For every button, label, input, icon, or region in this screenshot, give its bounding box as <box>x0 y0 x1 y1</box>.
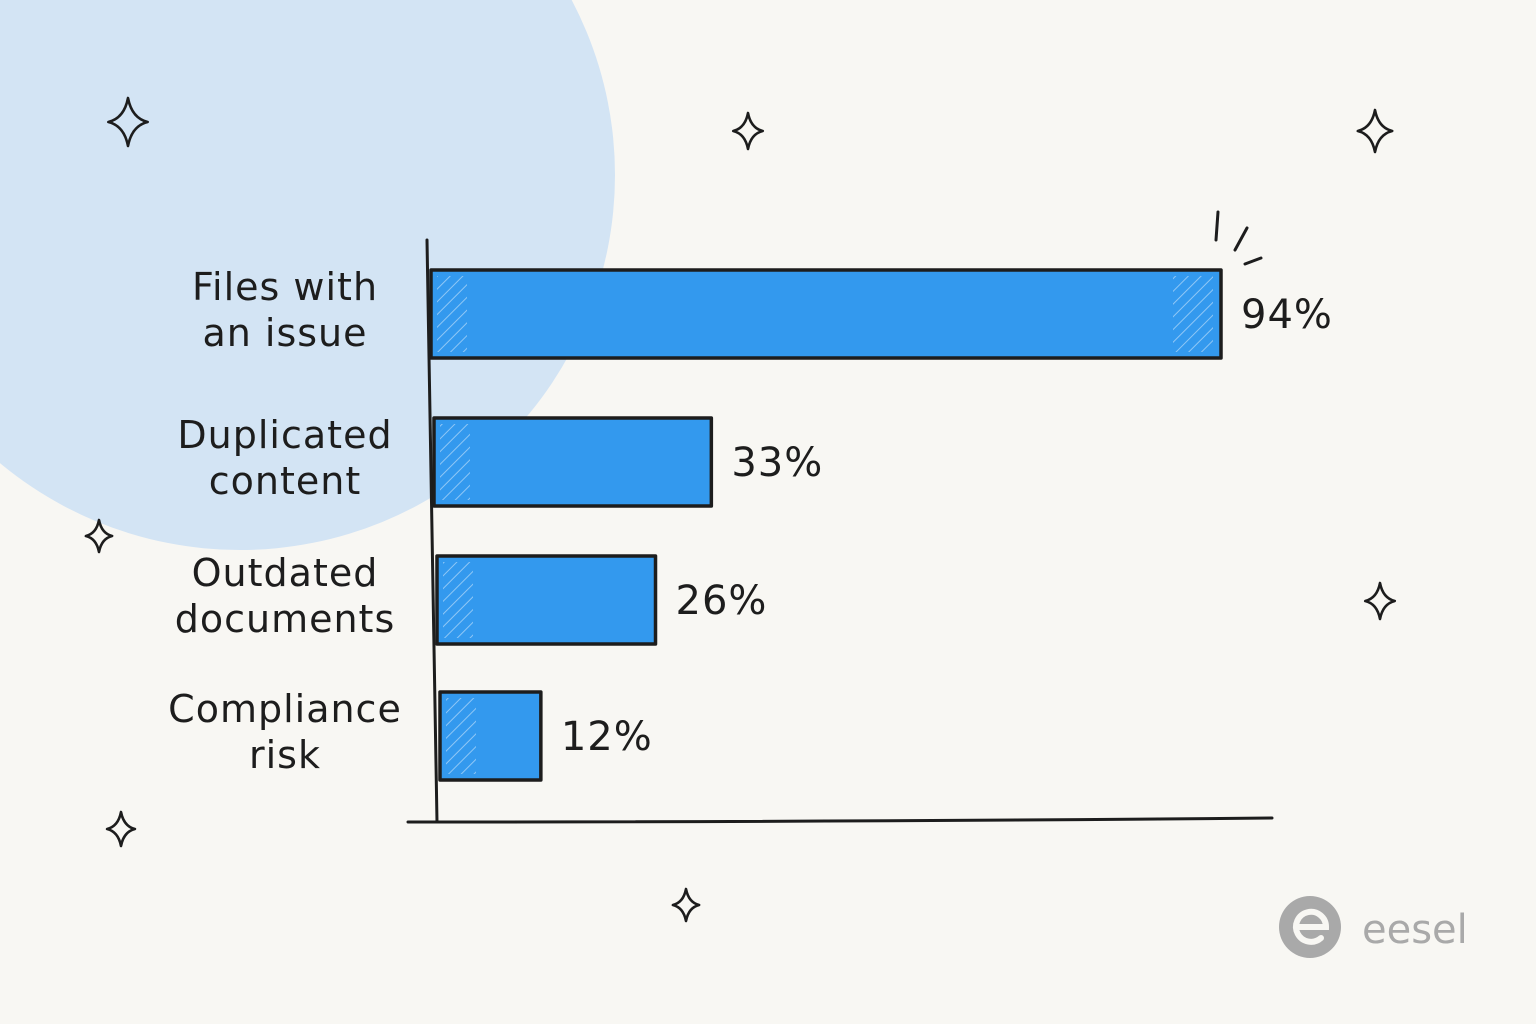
four-point-star-icon <box>1356 108 1394 154</box>
y-axis-line <box>425 238 439 824</box>
four-point-star-icon <box>1363 581 1397 621</box>
value-label-3: 12% <box>561 714 653 760</box>
bars-group <box>429 268 1223 782</box>
bar-highlight-3 <box>446 698 476 774</box>
value-label-2: 26% <box>676 578 768 624</box>
four-point-star-icon <box>84 518 114 554</box>
bar-1 <box>432 416 714 508</box>
x-axis-line <box>406 816 1274 824</box>
value-label-1: 33% <box>731 440 823 486</box>
category-label-0: Files with an issue <box>192 265 378 355</box>
bar-highlight-right-0 <box>1173 276 1213 352</box>
bar-0 <box>429 268 1223 360</box>
background-circle <box>0 0 615 550</box>
brand-logo: eesel <box>1279 896 1468 958</box>
four-point-star-icon <box>105 810 137 848</box>
category-label-3: Compliance risk <box>168 687 402 777</box>
four-point-star-icon <box>731 111 765 151</box>
bar-highlight-2 <box>443 562 473 638</box>
eesel-logo-icon <box>1279 896 1341 958</box>
labels-group: 94% Files with an issue 33% Duplicated conten… <box>168 265 1333 777</box>
bar-highlight-0 <box>437 276 467 352</box>
burst-stroke-0 <box>1214 210 1220 242</box>
four-point-star-icon <box>671 887 701 923</box>
burst-stroke-1 <box>1233 226 1249 252</box>
brand-name: eesel <box>1362 907 1468 953</box>
emphasis-burst-icon <box>1214 210 1263 266</box>
category-label-2: Outdated documents <box>175 551 396 641</box>
value-label-0: 94% <box>1241 292 1333 338</box>
four-point-star-icon <box>107 96 149 148</box>
category-label-1: Duplicated content <box>177 413 392 503</box>
bar-highlight-1 <box>440 424 470 500</box>
burst-stroke-2 <box>1243 256 1263 266</box>
bar-2 <box>435 554 658 646</box>
sparkles-group <box>84 96 1397 923</box>
